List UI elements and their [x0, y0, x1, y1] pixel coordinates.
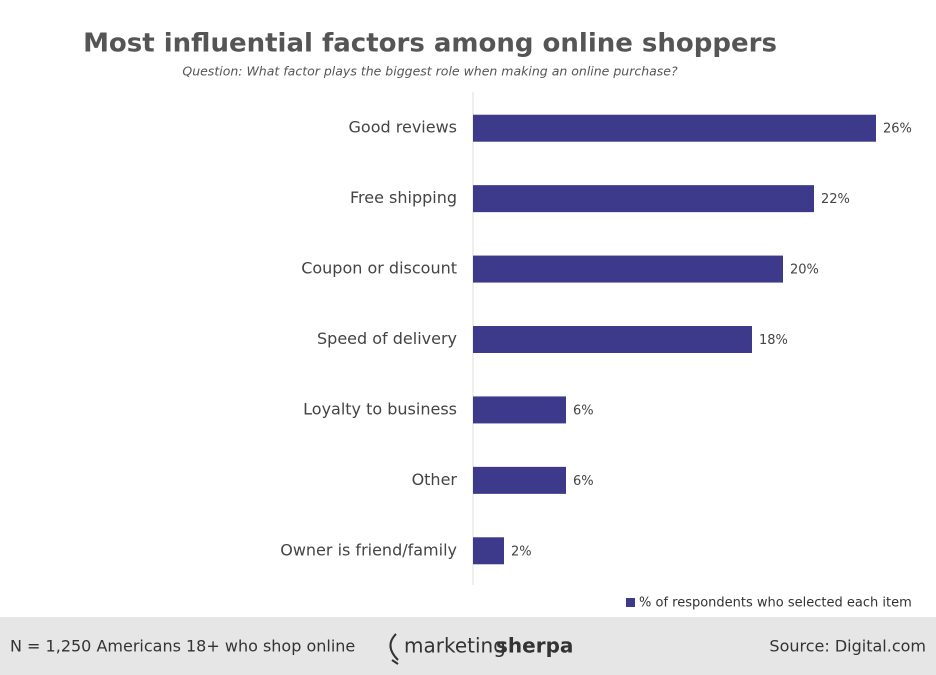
value-label: 6%: [573, 474, 594, 489]
category-label: Other: [412, 470, 458, 489]
footer-band: [0, 617, 936, 675]
category-label: Free shipping: [350, 188, 457, 207]
logo-text: sherpa: [496, 634, 573, 658]
value-label: 2%: [511, 544, 532, 559]
legend-swatch: [626, 598, 635, 607]
value-label: 22%: [821, 192, 850, 207]
bar: [473, 466, 566, 494]
bar: [473, 396, 566, 424]
bar: [473, 114, 876, 142]
category-label: Good reviews: [349, 118, 457, 137]
value-label: 6%: [573, 403, 594, 418]
bar: [473, 537, 504, 565]
category-label: Speed of delivery: [317, 329, 457, 348]
value-label: 26%: [883, 122, 912, 137]
bar: [473, 255, 783, 283]
value-label: 18%: [759, 333, 788, 348]
value-label: 20%: [790, 263, 819, 278]
chart-title: Most influential factors among online sh…: [83, 29, 777, 59]
category-label: Coupon or discount: [301, 259, 457, 278]
bar: [473, 185, 814, 213]
category-label: Owner is friend/family: [280, 540, 457, 559]
legend-label: % of respondents who selected each item: [639, 596, 912, 611]
footer-source: Source: Digital.com: [769, 637, 926, 656]
bar: [473, 326, 752, 353]
chart-subtitle: Question: What factor plays the biggest …: [182, 64, 678, 79]
logo-text: marketing: [404, 634, 506, 658]
footer-note: N = 1,250 Americans 18+ who shop online: [10, 637, 355, 656]
category-label: Loyalty to business: [303, 399, 457, 418]
logo-icon: [389, 633, 399, 665]
